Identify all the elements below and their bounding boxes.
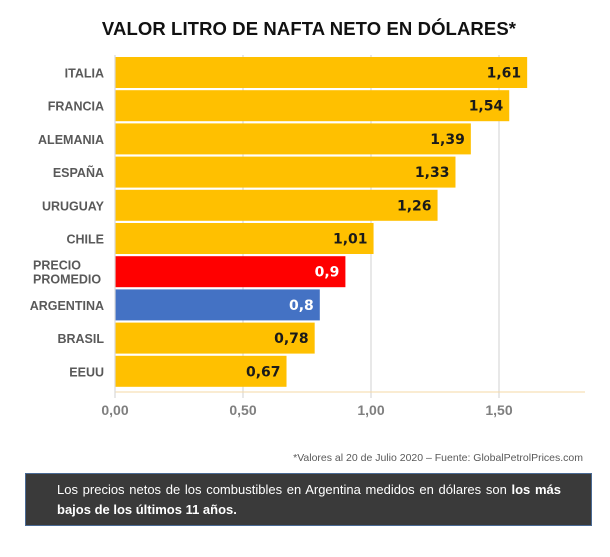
category-label: FRANCIA [48,100,104,114]
value-label: 0,78 [274,331,309,347]
value-label: 1,54 [469,99,504,115]
x-tick-label: 0,50 [229,402,256,418]
category-label: CHILE [67,233,105,247]
category-label: ESPAÑA [53,165,104,180]
category-label: ARGENTINA [30,299,104,313]
summary-text: Los precios netos de los combustibles en… [57,482,512,497]
value-label: 0,9 [315,265,340,281]
value-label: 1,01 [333,232,368,248]
bar [115,256,346,288]
value-label: 1,61 [487,66,522,82]
summary-box: Los precios netos de los combustibles en… [25,473,592,526]
x-axis: 0,00 0,50 1,00 1,50 [101,55,585,418]
bar [115,189,438,221]
category-label: ITALIA [65,67,104,81]
summary-highlight: los más bajos de los últimos 11 años. [57,482,561,517]
bar [115,355,287,387]
bar [115,289,320,321]
value-label: 1,39 [430,132,465,148]
x-tick-label: 1,00 [357,402,384,418]
bar [115,156,456,188]
bars: 1,61 ITALIA 1,54 FRANCIA 1,39 ALEMANIA 1,33 ESP… [30,57,528,387]
x-tick-label: 1,50 [485,402,512,418]
bar [115,90,510,122]
value-label: 0,67 [246,364,281,380]
value-label: 1,33 [415,165,450,181]
category-label: ALEMANIA [38,133,104,147]
chart-title: VALOR LITRO DE NAFTA NETO EN DÓLARES* [101,18,517,39]
x-tick-label: 0,00 [101,402,128,418]
bar [115,123,471,155]
category-label: PROMEDIO [33,273,101,287]
value-label: 1,26 [397,198,432,214]
category-label: BRASIL [57,332,104,346]
bar [115,223,374,254]
category-label: PRECIO [33,259,81,273]
category-label: URUGUAY [42,199,105,213]
bar [115,57,528,88]
bar [115,322,315,354]
value-label: 0,8 [289,298,314,314]
bar-chart: 1,61 ITALIA 1,54 FRANCIA 1,39 ALEMANIA 1,33 ESP… [30,55,585,418]
source-footnote: *Valores al 20 de Julio 2020 – Fuente: G… [293,452,583,464]
category-label: EEUU [69,365,104,379]
